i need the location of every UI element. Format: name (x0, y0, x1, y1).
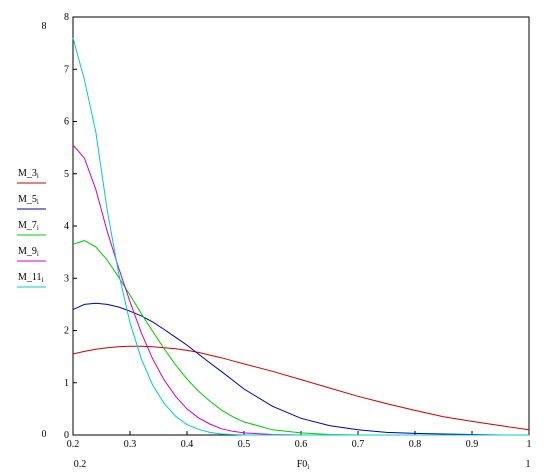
x-tick-label: 0.3 (124, 439, 137, 450)
legend-label-subscript: i (37, 250, 39, 258)
x-tick-label: 0.6 (295, 439, 308, 450)
axis-ticks: 0 1 2 3 4 5 6 7 8 0.2 0.3 0.4 0.5 0.6 0.7 0.8 0.9 1 (64, 12, 532, 450)
x-axis-max-label: 1 (526, 459, 531, 470)
x-tick-label: 0.5 (238, 439, 251, 450)
legend-label-subscript: i (42, 276, 44, 284)
legend-label-subscript: i (37, 198, 39, 206)
legend-label-name: M_11 (18, 272, 42, 283)
x-axis-min-label: 0.2 (74, 459, 87, 470)
legend-label-name: M_5 (18, 194, 37, 205)
x-tick-label: 0.8 (409, 439, 422, 450)
series-line-m-5 (72, 302, 529, 436)
y-tick-label: 5 (64, 169, 69, 180)
x-tick-label: 0.9 (466, 439, 479, 450)
x-tick-label: 0.4 (181, 439, 194, 450)
y-tick-label: 1 (64, 378, 69, 389)
series-line-m-11 (72, 37, 529, 436)
y-tick-label: 8 (64, 12, 69, 23)
legend-label: M_7i (18, 220, 39, 232)
legend-label: M_5i (18, 194, 39, 206)
series-line-m-9 (72, 144, 529, 436)
series-lines (72, 37, 530, 436)
series-line-m-7 (72, 240, 529, 436)
x-axis-title-text: F0 (297, 459, 308, 470)
legend-label-subscript: i (37, 224, 39, 232)
x-axis-title-subscript: i (307, 463, 309, 471)
x-axis-title: F0i (297, 459, 310, 471)
y-tick-label: 6 (64, 117, 69, 128)
plot-frame (72, 16, 530, 436)
legend-label: M_3i (18, 168, 39, 180)
y-tick-label: 3 (64, 273, 69, 284)
x-tick-label: 0.2 (67, 439, 80, 450)
legend-label-subscript: i (37, 172, 39, 180)
legend-label-name: M_7 (18, 220, 37, 231)
y-tick-label: 4 (64, 221, 69, 232)
y-axis-max-label: 8 (42, 21, 47, 32)
x-tick-label: 0.7 (352, 439, 365, 450)
y-axis-min-label: 0 (42, 429, 47, 440)
y-tick-label: 0 (64, 430, 69, 441)
legend-label: M_11i (18, 272, 44, 284)
legend-label: M_9i (18, 246, 39, 258)
series-line-m-3 (72, 345, 530, 431)
y-tick-label: 7 (64, 64, 69, 75)
legend: M_3iM_5iM_7iM_9iM_11i (17, 168, 46, 288)
x-tick-label: 1 (527, 439, 532, 450)
legend-label-name: M_3 (18, 168, 37, 179)
legend-label-name: M_9 (18, 246, 37, 257)
y-tick-label: 2 (64, 326, 69, 337)
